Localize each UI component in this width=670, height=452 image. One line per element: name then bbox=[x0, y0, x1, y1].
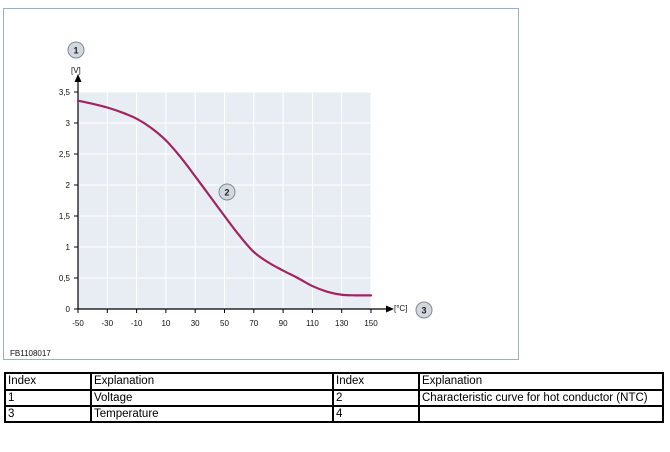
legend-table: Index Explanation Index Explanation 1 Vo… bbox=[4, 372, 664, 423]
x-tick-label: 50 bbox=[220, 319, 229, 328]
x-tick-label: 30 bbox=[191, 319, 200, 328]
y-axis-arrowhead bbox=[74, 74, 82, 82]
table-cell: 2 bbox=[332, 389, 420, 407]
table-cell: Characteristic curve for hot conductor (… bbox=[418, 389, 664, 407]
callout-circle bbox=[415, 301, 433, 319]
x-tick-label: 130 bbox=[335, 319, 349, 328]
table-cell bbox=[418, 405, 664, 423]
ntc-characteristic-chart: -50 -30 -10 10 30 50 70 90 110 130 150 0 0,5 1 1,5 2 2,5… bbox=[10, 41, 433, 358]
x-tick-label: 10 bbox=[161, 319, 170, 328]
table-cell: 4 bbox=[332, 405, 420, 423]
callout-2: 2 bbox=[218, 183, 236, 201]
figure-code: FB1108017 bbox=[10, 349, 51, 358]
x-axis-arrowhead bbox=[386, 305, 394, 313]
x-tick-label: -30 bbox=[102, 319, 114, 328]
table-cell: 3 bbox=[4, 405, 92, 423]
callout-label: 1 bbox=[73, 45, 78, 55]
y-unit-label: [V] bbox=[71, 66, 81, 75]
table-cell: Temperature bbox=[90, 405, 334, 423]
legend-header-row: Index Explanation Index Explanation bbox=[4, 372, 664, 391]
table-row: 3 Temperature 4 bbox=[4, 405, 664, 423]
y-tick-label: 2 bbox=[66, 181, 71, 190]
table-cell: 1 bbox=[4, 389, 92, 407]
axis-ticks: -50 -30 -10 10 30 50 70 90 110 130 150 0 0,5 1 1,5 2 2,5… bbox=[59, 88, 378, 328]
callout-1: 1 bbox=[67, 41, 85, 59]
header-index: Index bbox=[4, 372, 92, 391]
y-tick-label: 2,5 bbox=[59, 150, 71, 159]
callout-circle bbox=[218, 183, 236, 201]
ntc-curve-line bbox=[76, 99, 373, 297]
y-tick-label: 3 bbox=[66, 119, 71, 128]
callout-circle bbox=[67, 41, 85, 59]
x-tick-label: 150 bbox=[364, 319, 378, 328]
x-tick-label: 110 bbox=[306, 319, 319, 328]
header-index: Index bbox=[332, 372, 420, 391]
x-tick-label: -50 bbox=[72, 319, 84, 328]
y-tick-label: 0,5 bbox=[59, 274, 71, 283]
x-tick-label: 90 bbox=[279, 319, 288, 328]
callout-3: 3 bbox=[415, 301, 433, 319]
y-tick-label: 1 bbox=[66, 243, 71, 252]
x-tick-label: -10 bbox=[131, 319, 143, 328]
table-cell: Voltage bbox=[90, 389, 334, 407]
table-row: 1 Voltage 2 Characteristic curve for hot… bbox=[4, 389, 664, 407]
callout-label: 3 bbox=[421, 305, 426, 315]
header-explanation: Explanation bbox=[418, 372, 664, 391]
y-tick-label: 3,5 bbox=[59, 88, 71, 97]
x-unit-label: [°C] bbox=[394, 304, 407, 313]
callout-label: 2 bbox=[224, 187, 229, 197]
header-explanation: Explanation bbox=[90, 372, 334, 391]
y-tick-label: 1,5 bbox=[59, 212, 71, 221]
x-tick-label: 70 bbox=[249, 319, 258, 328]
figure-frame: -50 -30 -10 10 30 50 70 90 110 130 150 0 0,5 1 1,5 2 2,5… bbox=[3, 8, 519, 360]
y-tick-label: 0 bbox=[66, 305, 71, 314]
